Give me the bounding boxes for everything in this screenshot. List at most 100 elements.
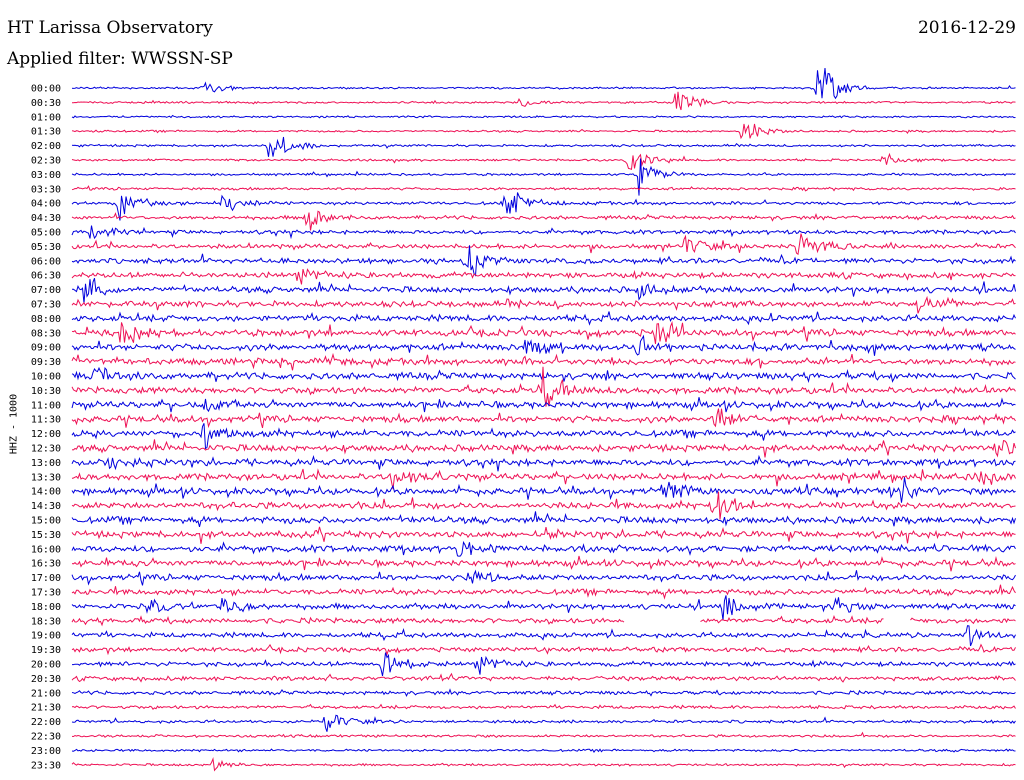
row-time-label: 18:00	[31, 602, 61, 613]
trace-row-0130: 01:30	[31, 123, 1016, 140]
row-time-label: 17:30	[31, 588, 61, 599]
row-time-label: 23:30	[31, 760, 61, 771]
row-time-label: 21:30	[31, 703, 61, 714]
trace-row-1700: 17:00	[31, 569, 1016, 586]
waveform-trace	[71, 210, 1016, 231]
trace-row-1100: 11:00	[31, 397, 1016, 413]
waveform-trace	[71, 295, 1016, 314]
row-time-label: 01:00	[31, 112, 61, 123]
trace-row-2100: 21:00	[31, 688, 1016, 699]
trace-row-0330: 03:30	[31, 184, 1016, 195]
waveform-trace	[71, 703, 1016, 710]
trace-row-2330: 23:30	[31, 756, 1016, 772]
row-time-label: 15:00	[31, 516, 61, 527]
trace-row-1330: 13:30	[31, 468, 1016, 490]
waveform-trace	[71, 714, 1016, 732]
trace-row-0900: 09:00	[31, 334, 1016, 356]
station-title: HT Larissa Observatory	[7, 18, 213, 38]
trace-row-1400: 14:00	[31, 477, 1016, 503]
row-time-label: 10:00	[31, 372, 61, 383]
row-time-label: 11:00	[31, 400, 61, 411]
trace-row-1830: 18:30	[31, 614, 1016, 627]
row-time-label: 18:30	[31, 616, 61, 627]
trace-row-1000: 10:00	[31, 366, 1016, 383]
filter-label: Applied filter: WWSSN-SP	[7, 49, 233, 69]
row-time-label: 21:00	[31, 688, 61, 699]
waveform-trace	[72, 91, 1016, 111]
trace-row-2130: 21:30	[31, 703, 1016, 714]
row-time-label: 06:30	[31, 271, 61, 282]
row-time-label: 12:30	[31, 444, 61, 455]
row-time-label: 19:30	[31, 645, 61, 656]
row-time-label: 09:00	[31, 343, 61, 354]
trace-row-1430: 14:30	[31, 491, 1016, 520]
waveform-trace	[71, 423, 1016, 450]
waveform-trace	[71, 595, 1016, 621]
row-time-label: 05:30	[31, 242, 61, 253]
row-time-label: 14:30	[31, 501, 61, 512]
row-time-label: 01:30	[31, 127, 61, 138]
waveform-trace	[71, 625, 1016, 647]
waveform-trace	[71, 454, 1016, 472]
trace-row-1500: 15:00	[31, 511, 1016, 528]
row-time-label: 19:00	[31, 631, 61, 642]
waveform-trace	[71, 278, 1016, 304]
trace-row-2000: 20:00	[31, 652, 1016, 677]
waveform-trace	[71, 245, 1016, 277]
row-time-label: 20:00	[31, 660, 61, 671]
row-time-label: 00:00	[31, 84, 61, 95]
row-time-label: 06:00	[31, 256, 61, 267]
trace-row-1530: 15:30	[31, 526, 1016, 544]
trace-row-2300: 23:00	[31, 746, 1016, 757]
row-time-label: 22:00	[31, 717, 61, 728]
waveform-trace	[71, 233, 1016, 256]
waveform-trace	[71, 688, 1016, 697]
waveform-trace	[71, 158, 1016, 196]
row-time-label: 04:30	[31, 213, 61, 224]
trace-row-0000: 00:00	[31, 68, 1016, 100]
trace-row-1230: 12:30	[31, 439, 1016, 458]
row-time-label: 03:00	[31, 170, 61, 181]
waveform-trace	[71, 334, 1016, 356]
trace-row-0630: 06:30	[31, 268, 1016, 285]
trace-row-1600: 16:00	[31, 540, 1016, 557]
trace-row-0730: 07:30	[31, 295, 1016, 314]
waveform-trace	[71, 731, 1016, 739]
row-time-label: 10:30	[31, 386, 61, 397]
row-time-label: 16:00	[31, 544, 61, 555]
trace-row-0830: 08:30	[31, 320, 1016, 344]
waveform-trace	[71, 114, 1016, 119]
row-time-label: 22:30	[31, 732, 61, 743]
waveform-trace	[71, 185, 1016, 192]
trace-row-1200: 12:00	[31, 423, 1016, 450]
trace-row-0230: 02:30	[31, 152, 1016, 170]
row-time-label: 17:00	[31, 573, 61, 584]
trace-row-0930: 09:30	[31, 352, 1016, 371]
row-time-label: 02:00	[31, 141, 61, 152]
trace-row-0300: 03:00	[31, 158, 1016, 196]
waveform-trace	[71, 408, 1016, 429]
trace-row-1930: 19:30	[31, 643, 1016, 656]
row-time-label: 03:30	[31, 184, 61, 195]
trace-row-2200: 22:00	[31, 714, 1016, 732]
trace-row-1800: 18:00	[31, 595, 1016, 621]
waveform-trace	[71, 491, 1016, 520]
trace-row-0600: 06:00	[31, 245, 1016, 277]
row-time-label: 07:00	[31, 285, 61, 296]
trace-row-0700: 07:00	[31, 278, 1016, 304]
waveform-trace	[71, 643, 1016, 656]
record-date: 2016-12-29	[917, 18, 1016, 38]
row-time-label: 09:30	[31, 357, 61, 368]
row-time-label: 20:30	[31, 674, 61, 685]
row-time-label: 16:30	[31, 559, 61, 570]
trace-row-0530: 05:30	[31, 233, 1016, 256]
waveform-trace	[71, 136, 1016, 157]
row-time-label: 15:30	[31, 530, 61, 541]
trace-row-0200: 02:00	[31, 136, 1016, 157]
row-time-label: 05:00	[31, 228, 61, 239]
trace-row-2230: 22:30	[31, 732, 1016, 743]
waveform-trace	[71, 477, 1016, 503]
trace-row-0100: 01:00	[31, 112, 1016, 123]
waveform-trace	[71, 468, 1016, 490]
